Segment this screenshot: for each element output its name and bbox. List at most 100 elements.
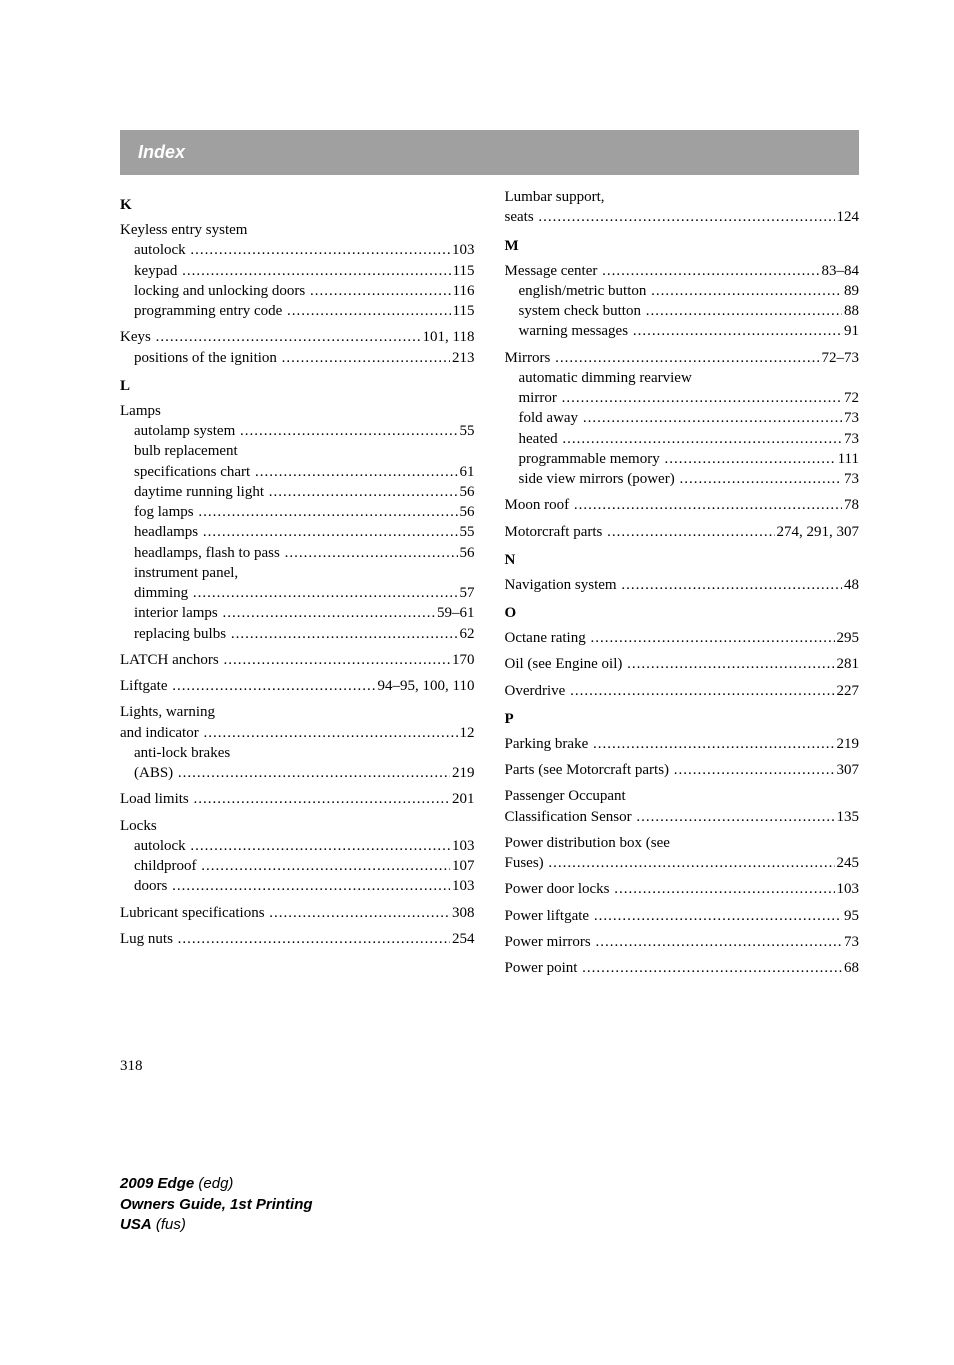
index-entry-label: Moon roof bbox=[505, 497, 860, 513]
index-entry-label: Power door locks bbox=[505, 881, 860, 897]
index-entry-label: Fuses) bbox=[505, 855, 860, 871]
left-column: KKeyless entry systemautolock103keypad11… bbox=[120, 187, 475, 978]
index-entry-label: and indicator bbox=[120, 725, 475, 741]
index-entry-page: 254 bbox=[450, 929, 475, 949]
index-entry-label: heated bbox=[519, 431, 860, 447]
index-entry-label: keypad bbox=[134, 263, 475, 279]
index-entry-page: 73 bbox=[842, 932, 859, 952]
index-entry-label: Power point bbox=[505, 960, 860, 976]
index-entry-page: 56 bbox=[458, 482, 475, 502]
index-entry: Motorcraft parts274, 291, 307 bbox=[505, 522, 860, 542]
index-entry: seats124 bbox=[505, 207, 860, 227]
index-entry-page: 68 bbox=[842, 958, 859, 978]
index-entry-label: Oil (see Engine oil) bbox=[505, 656, 860, 672]
index-entry: programming entry code115 bbox=[120, 301, 475, 321]
header-title: Index bbox=[138, 142, 185, 162]
footer-model-code: (edg) bbox=[198, 1175, 233, 1192]
index-entry: Passenger Occupant bbox=[505, 786, 860, 806]
index-entry: Keys101, 118 bbox=[120, 327, 475, 347]
index-entry-label: childproof bbox=[134, 858, 475, 874]
index-entry: interior lamps59–61 bbox=[120, 603, 475, 623]
index-entry-page: 135 bbox=[835, 807, 860, 827]
index-entry: fold away73 bbox=[505, 408, 860, 428]
index-entry-label: Overdrive bbox=[505, 683, 860, 699]
index-entry-page: 57 bbox=[458, 583, 475, 603]
index-entry: autolock103 bbox=[120, 836, 475, 856]
index-entry-label: Power mirrors bbox=[505, 934, 860, 950]
index-entry: Parts (see Motorcraft parts)307 bbox=[505, 760, 860, 780]
footer-region-code: (fus) bbox=[156, 1216, 186, 1233]
index-entry-label: autolamp system bbox=[134, 423, 475, 439]
index-entry-page: 103 bbox=[835, 879, 860, 899]
index-entry: programmable memory111 bbox=[505, 449, 860, 469]
index-entry-label: daytime running light bbox=[134, 484, 475, 500]
index-entry-label: replacing bulbs bbox=[134, 626, 475, 642]
index-entry-label: interior lamps bbox=[134, 605, 475, 621]
index-entry-page: 95 bbox=[842, 906, 859, 926]
index-entry-page: 295 bbox=[835, 628, 860, 648]
index-entry: Power distribution box (see bbox=[505, 833, 860, 853]
index-entry-label: automatic dimming rearview bbox=[519, 370, 692, 386]
index-entry: Lamps bbox=[120, 401, 475, 421]
index-entry: Parking brake219 bbox=[505, 734, 860, 754]
index-entry-label: Keyless entry system bbox=[120, 222, 247, 238]
index-entry-page: 59–61 bbox=[435, 603, 475, 623]
footer-region: USA bbox=[120, 1216, 152, 1233]
index-letter: M bbox=[505, 238, 860, 255]
index-entry-label: dimming bbox=[134, 585, 475, 601]
index-entry-page: 83–84 bbox=[820, 261, 860, 281]
index-letter: L bbox=[120, 378, 475, 395]
index-entry-label: Mirrors bbox=[505, 350, 860, 366]
index-entry: Power point68 bbox=[505, 958, 860, 978]
page-number: 318 bbox=[120, 1058, 143, 1075]
index-entry: childproof107 bbox=[120, 856, 475, 876]
index-entry-page: 73 bbox=[842, 469, 859, 489]
footer-line-1: 2009 Edge (edg) bbox=[120, 1174, 313, 1194]
index-entry-label: Load limits bbox=[120, 791, 475, 807]
index-entry-label: Message center bbox=[505, 263, 860, 279]
index-letter: O bbox=[505, 605, 860, 622]
index-entry-label: programmable memory bbox=[519, 451, 860, 467]
index-entry: specifications chart61 bbox=[120, 462, 475, 482]
index-entry: anti-lock brakes bbox=[120, 743, 475, 763]
index-entry: Liftgate94–95, 100, 110 bbox=[120, 676, 475, 696]
index-entry-page: 219 bbox=[450, 763, 475, 783]
index-entry-label: bulb replacement bbox=[134, 443, 238, 459]
index-entry: Power door locks103 bbox=[505, 879, 860, 899]
header-bar: Index bbox=[120, 130, 859, 175]
index-entry-page: 308 bbox=[450, 903, 475, 923]
index-entry: dimming57 bbox=[120, 583, 475, 603]
index-entry: Power liftgate95 bbox=[505, 906, 860, 926]
index-entry: Oil (see Engine oil)281 bbox=[505, 654, 860, 674]
index-entry-page: 170 bbox=[450, 650, 475, 670]
index-entry-label: Lumbar support, bbox=[505, 189, 605, 205]
index-entry-page: 55 bbox=[458, 421, 475, 441]
index-entry-label: english/metric button bbox=[519, 283, 860, 299]
index-entry-page: 73 bbox=[842, 429, 859, 449]
index-entry-label: seats bbox=[505, 209, 860, 225]
index-entry-label: Lights, warning bbox=[120, 704, 215, 720]
index-entry-label: Locks bbox=[120, 818, 157, 834]
index-entry-label: fold away bbox=[519, 410, 860, 426]
index-entry: Octane rating295 bbox=[505, 628, 860, 648]
index-entry-page: 89 bbox=[842, 281, 859, 301]
index-letter: N bbox=[505, 552, 860, 569]
index-entry-page: 62 bbox=[458, 624, 475, 644]
index-entry-page: 56 bbox=[458, 543, 475, 563]
index-entry-label: headlamps, flash to pass bbox=[134, 545, 475, 561]
index-entry-page: 78 bbox=[842, 495, 859, 515]
index-entry-label: positions of the ignition bbox=[134, 350, 475, 366]
index-entry-label: Power liftgate bbox=[505, 908, 860, 924]
index-entry-page: 219 bbox=[835, 734, 860, 754]
index-entry: english/metric button89 bbox=[505, 281, 860, 301]
footer: 2009 Edge (edg) Owners Guide, 1st Printi… bbox=[120, 1174, 313, 1235]
index-entry-label: side view mirrors (power) bbox=[519, 471, 860, 487]
index-entry: headlamps, flash to pass56 bbox=[120, 543, 475, 563]
index-letter: P bbox=[505, 711, 860, 728]
index-entry-label: warning messages bbox=[519, 323, 860, 339]
index-entry-page: 115 bbox=[451, 301, 475, 321]
index-entry-page: 115 bbox=[451, 261, 475, 281]
index-entry-label: autolock bbox=[134, 838, 475, 854]
index-entry-page: 116 bbox=[451, 281, 475, 301]
index-entry: Overdrive227 bbox=[505, 681, 860, 701]
